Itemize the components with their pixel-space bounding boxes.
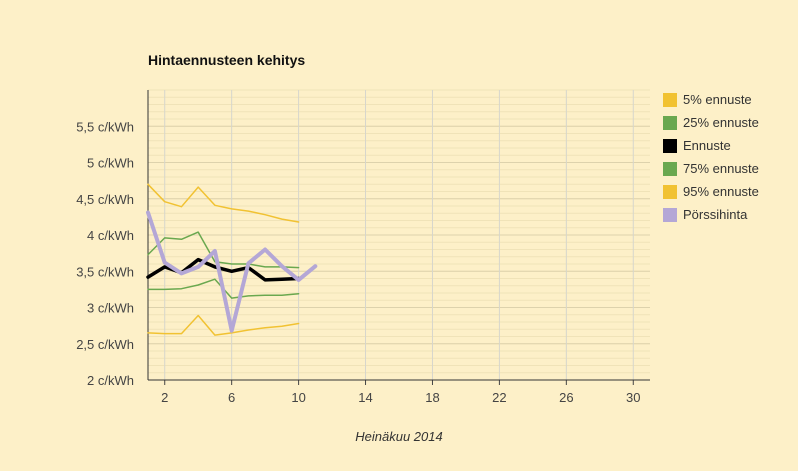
y-tick-label: 4,5 c/kWh — [76, 192, 134, 207]
grid — [148, 89, 650, 381]
series-line-0 — [147, 314, 300, 336]
x-tick-label: 14 — [358, 390, 372, 405]
legend-label: 95% ennuste — [683, 184, 759, 199]
x-tick-label: 2 — [161, 390, 168, 405]
y-tick-label: 4 c/kWh — [87, 228, 134, 243]
legend-label: 75% ennuste — [683, 161, 759, 176]
x-tick-label: 30 — [626, 390, 640, 405]
x-tick-label: 22 — [492, 390, 506, 405]
x-axis-label: Heinäkuu 2014 — [355, 429, 443, 444]
y-tick-label: 3,5 c/kWh — [76, 264, 134, 279]
y-tick-label: 3 c/kWh — [87, 301, 134, 316]
series-lines — [146, 183, 318, 336]
y-tick-label: 5,5 c/kWh — [76, 119, 134, 134]
legend-swatch — [663, 184, 677, 199]
chart-title: Hintaennusteen kehitys — [148, 52, 306, 68]
legend-label: 25% ennuste — [683, 115, 759, 130]
legend-label: Ennuste — [683, 138, 731, 153]
series-line-5 — [146, 210, 318, 333]
axes: 2 c/kWh 2,5 c/kWh 3 c/kWh 3,5 c/kWh 4 c/kWh 4… — [76, 90, 650, 405]
series-line-3 — [147, 231, 300, 269]
legend-swatch — [663, 161, 677, 176]
legend: 5% ennuste 25% ennuste Ennuste 75% ennuste 9… — [663, 88, 759, 226]
x-tick-label: 6 — [228, 390, 235, 405]
series-line-4 — [147, 183, 300, 223]
y-tick-label: 5 c/kWh — [87, 156, 134, 171]
x-tick-label: 26 — [559, 390, 573, 405]
legend-swatch — [663, 138, 677, 153]
y-tick-label: 2,5 c/kWh — [76, 337, 134, 352]
legend-item[interactable]: 5% ennuste — [663, 88, 759, 111]
legend-item[interactable]: 25% ennuste — [663, 111, 759, 134]
legend-item[interactable]: Pörssihinta — [663, 203, 759, 226]
legend-label: Pörssihinta — [683, 207, 748, 222]
x-tick-label: 18 — [425, 390, 439, 405]
legend-item[interactable]: 75% ennuste — [663, 157, 759, 180]
legend-item[interactable]: 95% ennuste — [663, 180, 759, 203]
x-tick-label: 10 — [291, 390, 305, 405]
legend-label: 5% ennuste — [683, 92, 752, 107]
legend-swatch — [663, 207, 677, 222]
legend-swatch — [663, 92, 677, 107]
y-tick-label: 2 c/kWh — [87, 373, 134, 388]
legend-item[interactable]: Ennuste — [663, 134, 759, 157]
legend-swatch — [663, 115, 677, 130]
